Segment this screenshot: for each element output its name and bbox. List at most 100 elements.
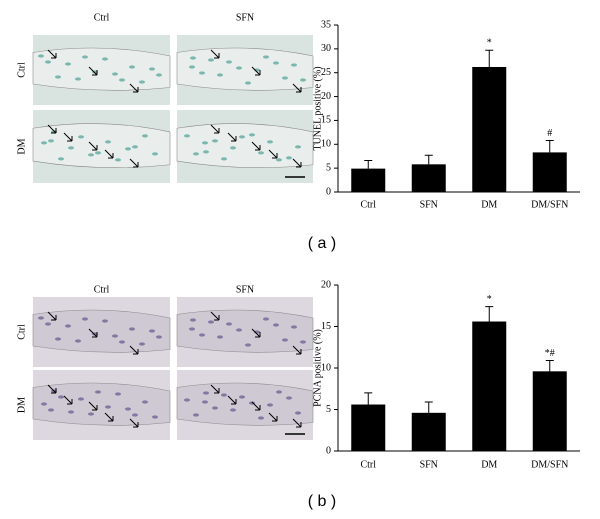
arrow — [227, 395, 237, 405]
cell-nucleus — [189, 327, 195, 331]
cell-nucleus — [193, 413, 199, 417]
arrow — [63, 395, 73, 405]
cell-nucleus — [95, 390, 101, 394]
bar — [472, 66, 507, 192]
y-tick-label: 30 — [321, 43, 331, 54]
error-bar — [545, 139, 554, 153]
x-tick-label: DM — [481, 199, 497, 210]
cell-nucleus — [184, 134, 190, 138]
cell-nucleus — [202, 400, 208, 404]
cell-nucleus — [112, 72, 118, 76]
arrow — [210, 49, 220, 59]
arrow — [210, 384, 220, 394]
cell-nucleus — [245, 343, 251, 347]
cell-nucleus — [295, 411, 301, 415]
arrow — [129, 418, 139, 428]
cell-nucleus — [112, 334, 118, 338]
arrow — [129, 345, 139, 355]
cell-nucleus — [276, 390, 282, 394]
cell-nucleus — [221, 157, 227, 161]
y-axis-label: PCNA positive (%) — [312, 329, 323, 407]
arrow — [251, 328, 261, 338]
arrow — [292, 418, 302, 428]
cell-nucleus — [48, 408, 54, 412]
arrow — [104, 149, 114, 159]
bar — [532, 152, 567, 192]
y-tick-label: 20 — [321, 279, 331, 290]
cell-nucleus — [184, 398, 190, 402]
tissue-band — [176, 47, 314, 91]
cell-nucleus — [291, 63, 297, 67]
cell-nucleus — [142, 134, 148, 138]
significance-mark: * — [487, 38, 492, 49]
cell-nucleus — [236, 328, 242, 332]
arrow — [47, 124, 57, 134]
cell-nucleus — [276, 158, 282, 162]
image-row-label: DM — [16, 138, 27, 154]
cell-nucleus — [245, 81, 251, 85]
image-row-label: DM — [16, 397, 27, 413]
arrow — [47, 384, 57, 394]
tissue-band — [176, 309, 314, 353]
y-tick-label: 10 — [321, 139, 331, 150]
cell-nucleus — [68, 146, 74, 150]
cell-nucleus — [239, 395, 245, 399]
cell-nucleus — [282, 338, 288, 342]
cell-nucleus — [139, 342, 145, 346]
arrow — [210, 311, 220, 321]
arrow — [129, 83, 139, 93]
arrow — [292, 345, 302, 355]
image-column-label: SFN — [236, 284, 254, 295]
cell-nucleus — [273, 323, 279, 327]
y-tick-label: 15 — [321, 115, 331, 126]
cell-nucleus — [190, 56, 196, 60]
arrow — [292, 158, 302, 168]
error-bar — [364, 392, 373, 405]
cell-nucleus — [45, 60, 51, 64]
cell-nucleus — [45, 322, 51, 326]
bar — [411, 164, 446, 192]
cell-nucleus — [300, 340, 306, 344]
cell-nucleus — [249, 133, 255, 137]
cell-nucleus — [286, 396, 292, 400]
cell-nucleus — [68, 410, 74, 414]
arrow — [251, 66, 261, 76]
significance-mark: # — [547, 128, 552, 139]
image-column-label: Ctrl — [94, 12, 110, 23]
arrow — [88, 66, 98, 76]
panel-label: ( a ) — [308, 235, 336, 252]
arrow — [63, 132, 73, 142]
cell-nucleus — [102, 57, 108, 61]
error-bar — [485, 306, 494, 322]
cell-nucleus — [212, 406, 218, 410]
bar — [411, 412, 446, 451]
cell-nucleus — [119, 78, 125, 82]
cell-nucleus — [82, 317, 88, 321]
panel-label: ( b ) — [308, 493, 336, 510]
y-tick-label: 0 — [326, 186, 331, 197]
cell-nucleus — [129, 65, 135, 69]
cell-nucleus — [65, 324, 71, 328]
arrow — [47, 49, 57, 59]
arrow — [129, 158, 139, 168]
cell-nucleus — [75, 339, 81, 343]
cell-nucleus — [189, 65, 195, 69]
cell-nucleus — [125, 407, 131, 411]
tissue-band — [32, 47, 171, 91]
tissue-band — [32, 382, 171, 426]
bar — [532, 371, 567, 451]
image-column-label: Ctrl — [94, 284, 110, 295]
cell-nucleus — [193, 152, 199, 156]
x-tick-label: Ctrl — [360, 199, 376, 210]
cell-nucleus — [286, 156, 292, 160]
cell-nucleus — [132, 413, 138, 417]
cell-nucleus — [95, 151, 101, 155]
cell-nucleus — [226, 60, 232, 64]
arrow — [268, 149, 278, 159]
significance-mark: *# — [545, 348, 555, 359]
y-tick-label: 15 — [321, 321, 331, 332]
cell-nucleus — [58, 157, 64, 161]
cell-nucleus — [102, 319, 108, 323]
tissue-band — [32, 309, 171, 353]
